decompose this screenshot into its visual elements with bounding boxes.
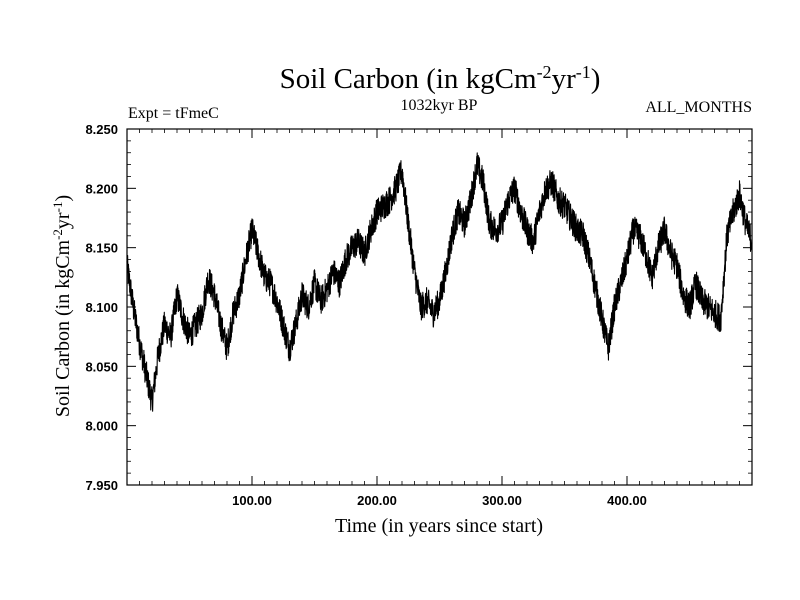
y-tick-label: 8.200 <box>85 181 118 196</box>
y-axis-label: Soil Carbon (in kgCm-2yr-1) <box>50 195 75 417</box>
axis-tick-labels: 7.950 8.000 8.050 8.100 8.150 8.200 8.250 100.0… <box>85 122 646 508</box>
x-tick-label: 400.00 <box>607 493 647 508</box>
x-axis-label: Time (in years since start) <box>335 515 543 537</box>
y-tick-label: 8.000 <box>85 419 118 434</box>
chart-title: Soil Carbon (in kgCm-2yr-1) <box>280 62 601 95</box>
y-tick-label: 7.950 <box>85 478 118 493</box>
y-tick-label: 8.250 <box>85 122 118 137</box>
months-label: ALL_MONTHS <box>645 99 752 116</box>
x-tick-label: 300.00 <box>482 493 522 508</box>
x-tick-label: 200.00 <box>357 493 397 508</box>
x-tick-label: 100.00 <box>232 493 272 508</box>
period-label: 1032kyr BP <box>401 97 478 114</box>
series-group <box>126 152 753 412</box>
y-tick-label: 8.150 <box>85 241 118 256</box>
plot-frame <box>126 128 753 486</box>
experiment-label: Expt = tFmeC <box>128 105 219 122</box>
series-line <box>126 152 753 412</box>
y-tick-label: 8.100 <box>85 300 118 315</box>
y-tick-label: 8.050 <box>85 359 118 374</box>
